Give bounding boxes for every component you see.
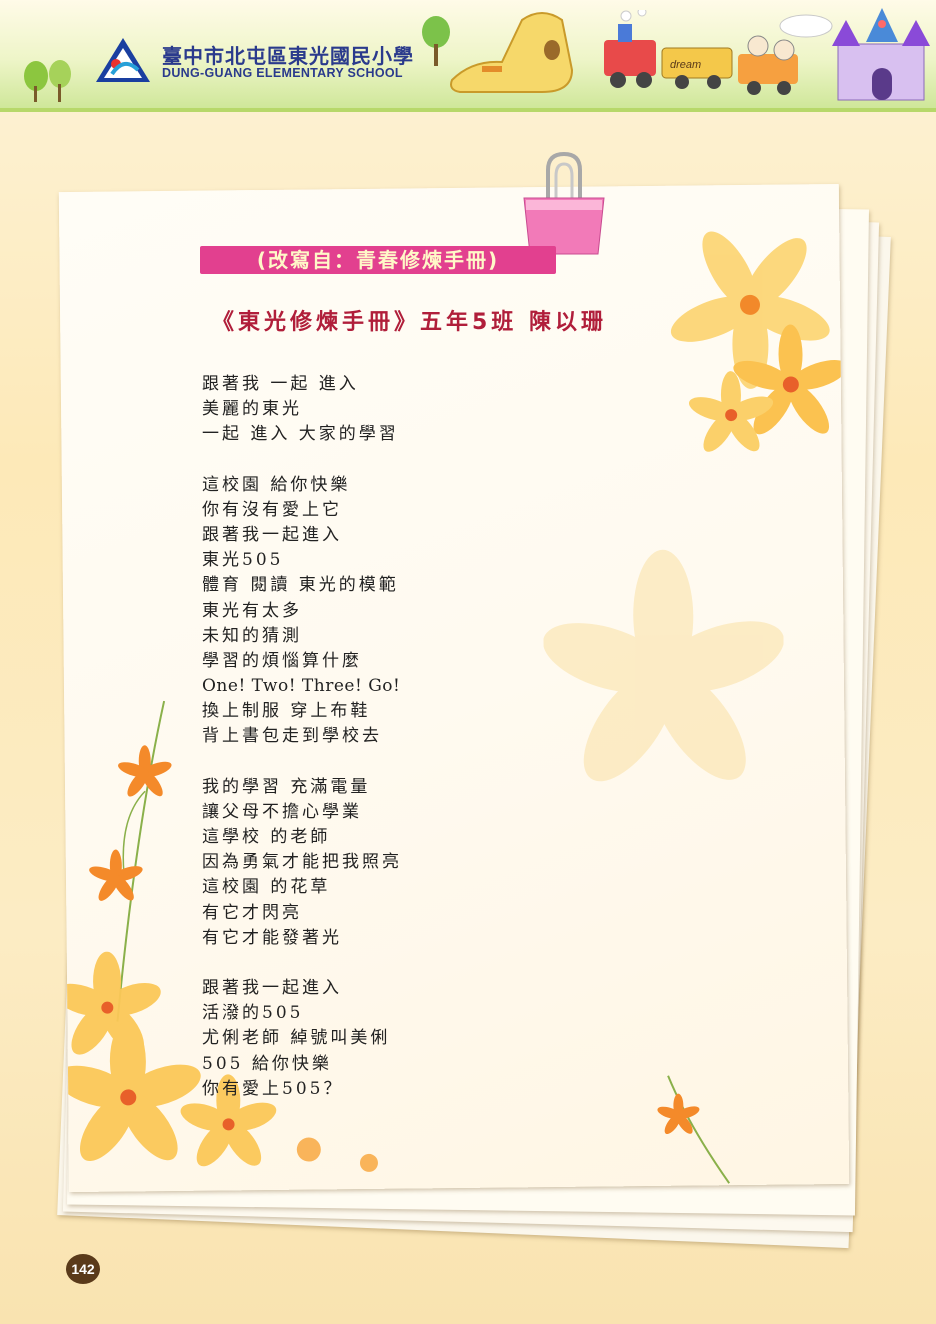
poem-body: 跟著我 一起 進入 美麗的東光 一起 進入 大家的學習 這校園 給你快樂 你有沒… — [202, 372, 402, 1127]
poem-line: 我的學習 充滿電量 — [202, 776, 371, 797]
poem-line: One! Two! Three! Go! — [202, 676, 401, 697]
poem-line: 你有沒有愛上它 — [202, 499, 342, 520]
bottom-flower-cluster-icon — [66, 951, 378, 1172]
page-header: 臺中市北屯區東光國民小學 DUNG-GUANG ELEMENTARY SCHOO… — [0, 0, 936, 112]
poem-line: 有它才閃亮 — [202, 902, 302, 923]
poem-line: 體育 閱讀 東光的模範 — [202, 575, 399, 596]
paper-sheet-main — [58, 183, 850, 1193]
toy-train-illustration-icon: dream — [604, 10, 798, 95]
school-name-cn: 臺中市北屯區東光國民小學 — [162, 44, 414, 68]
poem-line: 換上制服 穿上布鞋 — [202, 701, 371, 722]
school-logo-icon — [96, 38, 150, 82]
poem-line: 美麗的東光 — [202, 399, 302, 420]
poem-line: 有它才能發著光 — [202, 927, 342, 948]
poem-line: 學習的煩惱算什麼 — [202, 650, 362, 671]
poem-line: 活潑的505 — [202, 1003, 304, 1024]
poem-line: 跟著我 一起 進入 — [202, 374, 359, 394]
poem-stanza: 這校園 給你快樂 你有沒有愛上它 跟著我一起進入 東光505 體育 閱讀 東光的… — [202, 473, 402, 750]
poem-stanza: 跟著我 一起 進入 美麗的東光 一起 進入 大家的學習 — [202, 372, 402, 448]
poem-line: 背上書包走到學校去 — [202, 726, 382, 747]
poem-line: 東光505 — [202, 550, 284, 571]
poem-title: 《東光修煉手冊》五年5班 陳以珊 — [212, 310, 607, 335]
poem-stanza: 跟著我一起進入 活潑的505 尤俐老師 綽號叫美俐 505 給你快樂 你有愛上5… — [202, 976, 402, 1102]
poem-line: 因為勇氣才能把我照亮 — [202, 852, 402, 873]
school-name-en: DUNG-GUANG ELEMENTARY SCHOOL — [162, 66, 403, 80]
poem-line: 跟著我一起進入 — [202, 977, 342, 998]
poem-line: 這校園 的花草 — [202, 877, 331, 898]
poem-line: 你有愛上505？ — [202, 1078, 344, 1099]
poem-line: 東光有太多 — [202, 600, 302, 621]
source-tag: (改寫自：青春修煉手冊) — [200, 246, 556, 274]
page-number: 142 — [66, 1254, 100, 1284]
train-sign: dream — [670, 59, 701, 71]
stem-flower-icon — [89, 700, 172, 1022]
tree-icon — [24, 60, 71, 102]
shoe-house-illustration-icon — [422, 12, 574, 93]
stem-flower-icon — [657, 1075, 731, 1184]
poem-line: 未知的猜測 — [202, 625, 302, 646]
poem-line: 尤俐老師 綽號叫美俐 — [202, 1028, 391, 1049]
poem-line: 505 給你快樂 — [202, 1053, 332, 1074]
flower-cluster-icon — [670, 231, 842, 452]
poem-line: 讓父母不擔心學業 — [202, 801, 362, 822]
poem-line: 這校園 給你快樂 — [202, 474, 351, 495]
castle-illustration-icon — [832, 8, 930, 101]
poem-line: 這學校 的老師 — [202, 827, 331, 847]
cloud-icon — [779, 14, 833, 38]
poem-line: 一起 進入 大家的學習 — [202, 424, 399, 445]
poem-line: 跟著我一起進入 — [202, 524, 342, 545]
faint-flower-icon — [543, 549, 785, 782]
binder-clip-icon — [523, 151, 605, 255]
poem-stanza: 我的學習 充滿電量 讓父母不擔心學業 這學校 的老師 因為勇氣才能把我照亮 這校… — [202, 775, 402, 951]
